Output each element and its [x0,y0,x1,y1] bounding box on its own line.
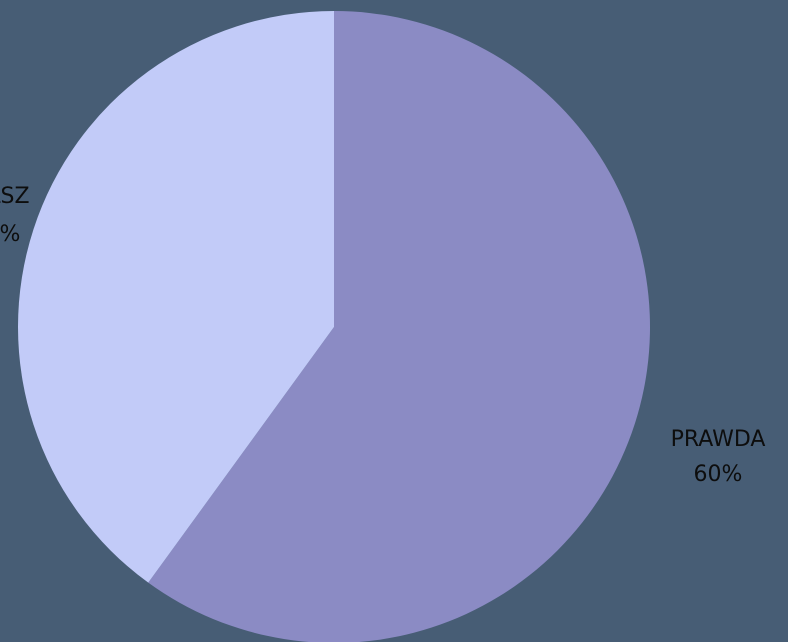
slice-label-fałsz: FAŁSZ [0,184,30,209]
pie-slice-prawda [148,11,650,642]
slice-value-label-fałsz: 40% [0,222,20,247]
pie-labels: PRAWDA 60% FAŁSZ 40% [0,184,765,487]
pie-slices [18,11,650,642]
pie-slice-fałsz [18,11,335,583]
slice-label-prawda: PRAWDA [671,427,766,452]
slice-value-label-prawda: 60% [694,462,743,487]
